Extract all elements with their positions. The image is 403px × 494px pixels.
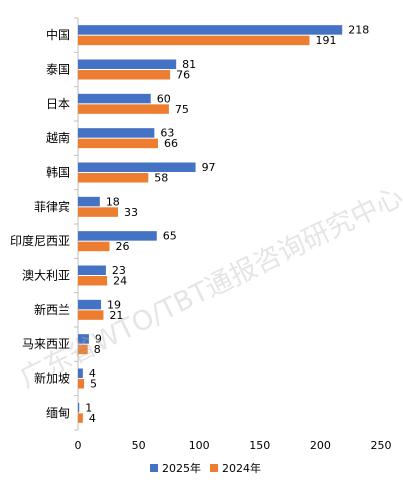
data-label: 33 <box>124 206 138 219</box>
category-label: 马来西亚 <box>22 337 70 351</box>
data-label: 9 <box>95 333 102 346</box>
bar-series-2025 <box>78 265 106 275</box>
data-label: 191 <box>315 34 336 47</box>
data-label: 97 <box>202 161 216 174</box>
bar-series-2024 <box>78 104 169 114</box>
data-label: 58 <box>154 172 168 185</box>
category-label: 日本 <box>46 97 70 111</box>
bar-series-2025 <box>78 93 151 104</box>
bar-series-2025 <box>78 402 80 413</box>
bar-series-2024 <box>78 276 108 286</box>
data-label: 18 <box>106 195 120 208</box>
data-label: 4 <box>89 367 96 380</box>
category-label: 新西兰 <box>34 302 70 317</box>
x-tick-label: 0 <box>75 439 82 452</box>
category-label: 中国 <box>46 27 70 42</box>
data-label: 23 <box>112 264 126 277</box>
data-label: 26 <box>116 240 130 253</box>
data-label: 5 <box>90 378 97 391</box>
data-label: 65 <box>163 230 177 243</box>
legend-label: 2025年 <box>162 461 201 475</box>
bar-series-2025 <box>78 59 177 69</box>
x-tick-label: 250 <box>371 439 392 452</box>
bar-series-2025 <box>78 368 83 378</box>
data-label: 81 <box>182 58 196 71</box>
category-label: 韩国 <box>46 165 70 180</box>
bar-series-2025 <box>78 231 157 241</box>
bar-series-2024 <box>78 173 149 183</box>
category-label: 印度尼西亚 <box>10 233 70 248</box>
bar-series-2025 <box>78 334 89 344</box>
bar-series-2024 <box>78 310 104 320</box>
bar-series-2024 <box>78 413 83 423</box>
bar-series-2025 <box>78 196 100 207</box>
data-label: 63 <box>160 127 174 140</box>
category-label: 越南 <box>46 130 70 145</box>
category-label: 缅甸 <box>46 406 70 420</box>
data-label: 66 <box>164 137 178 150</box>
data-label: 8 <box>94 343 101 356</box>
x-tick-label: 100 <box>189 439 210 452</box>
data-label: 21 <box>109 309 123 322</box>
category-label: 新加坡 <box>34 371 70 386</box>
bar-series-2024 <box>78 207 118 217</box>
category-label: 泰国 <box>46 63 70 77</box>
bar-series-2024 <box>78 138 158 149</box>
bar-series-2025 <box>78 299 102 310</box>
bar-series-2025 <box>78 25 343 35</box>
legend-swatch-2025 <box>150 464 158 472</box>
legend-swatch-2024 <box>210 464 218 472</box>
bar-series-2025 <box>78 128 155 138</box>
data-label: 75 <box>175 103 189 116</box>
category-label: 澳大利亚 <box>22 269 70 283</box>
data-label: 19 <box>107 298 121 311</box>
bar-series-2024 <box>78 70 171 80</box>
bar-series-2024 <box>78 379 85 389</box>
data-label: 1 <box>85 401 92 414</box>
bar-series-2024 <box>78 35 310 46</box>
bar-series-2024 <box>78 344 88 355</box>
data-label: 4 <box>89 412 96 425</box>
data-label: 76 <box>176 69 190 82</box>
bar-series-2024 <box>78 241 110 252</box>
data-label: 60 <box>157 92 171 105</box>
x-tick-label: 50 <box>132 439 146 452</box>
data-label: 218 <box>348 24 369 37</box>
x-tick-label: 150 <box>249 439 270 452</box>
data-label: 24 <box>113 275 127 288</box>
bar-series-2025 <box>78 162 196 172</box>
category-label: 菲律宾 <box>34 199 70 214</box>
legend-label: 2024年 <box>222 461 261 475</box>
x-tick-label: 200 <box>310 439 331 452</box>
